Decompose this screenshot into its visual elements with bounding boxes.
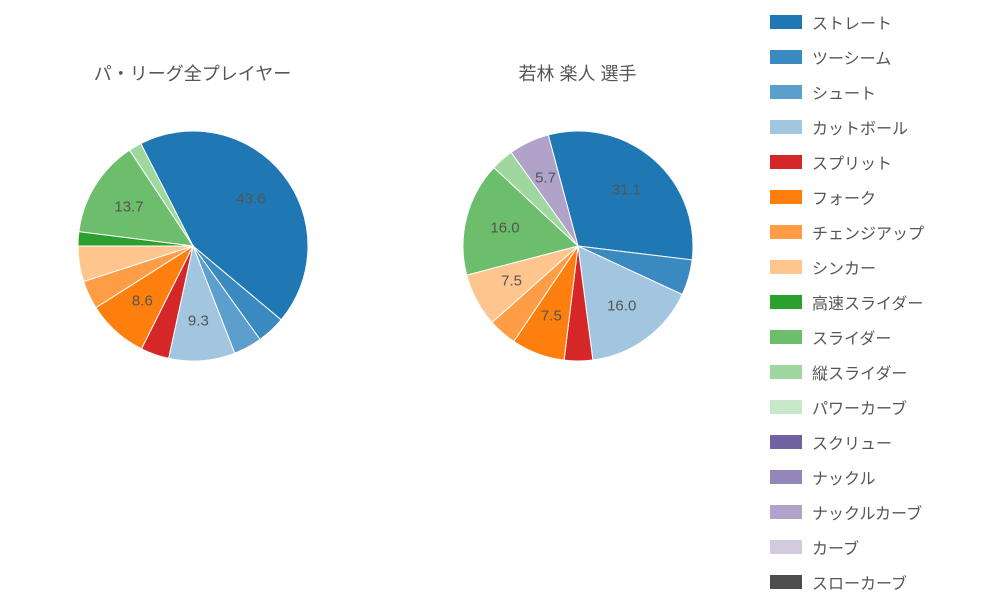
chart-block: パ・リーグ全プレイヤー 43.69.38.613.7 — [63, 60, 323, 376]
legend-label: スローカーブ — [812, 570, 907, 594]
legend-label: スクリュー — [812, 430, 892, 454]
pie-svg — [63, 116, 323, 376]
legend-swatch — [770, 85, 802, 99]
charts-area: パ・リーグ全プレイヤー 43.69.38.613.7 若林 楽人 選手 31.116.… — [0, 0, 770, 600]
legend-swatch — [770, 400, 802, 414]
chart-title: 若林 楽人 選手 — [518, 60, 636, 86]
legend-label: スプリット — [812, 150, 892, 174]
legend-swatch — [770, 50, 802, 64]
chart-container: パ・リーグ全プレイヤー 43.69.38.613.7 若林 楽人 選手 31.116.… — [0, 0, 1000, 600]
pie-chart: 31.116.07.57.516.05.7 — [448, 116, 708, 376]
legend-label: カットボール — [812, 115, 908, 139]
legend-swatch — [770, 575, 802, 589]
legend-item: スローカーブ — [770, 570, 990, 594]
legend: ストレートツーシームシュートカットボールスプリットフォークチェンジアップシンカー… — [770, 0, 1000, 600]
legend-item: ナックルカーブ — [770, 500, 990, 524]
legend-item: カーブ — [770, 535, 990, 559]
legend-item: フォーク — [770, 185, 990, 209]
legend-item: シュート — [770, 80, 990, 104]
legend-label: ストレート — [812, 10, 892, 34]
legend-item: ナックル — [770, 465, 990, 489]
legend-label: カーブ — [812, 535, 859, 559]
legend-label: チェンジアップ — [812, 220, 924, 244]
legend-swatch — [770, 365, 802, 379]
pie-chart: 43.69.38.613.7 — [63, 116, 323, 376]
legend-label: ナックル — [812, 465, 876, 489]
legend-item: パワーカーブ — [770, 395, 990, 419]
pie-svg — [448, 116, 708, 376]
legend-label: ツーシーム — [812, 45, 891, 69]
legend-item: 高速スライダー — [770, 290, 990, 314]
legend-label: シュート — [812, 80, 876, 104]
legend-item: 縦スライダー — [770, 360, 990, 384]
legend-label: スライダー — [812, 325, 891, 349]
legend-swatch — [770, 330, 802, 344]
legend-item: カットボール — [770, 115, 990, 139]
legend-swatch — [770, 540, 802, 554]
legend-label: 縦スライダー — [812, 360, 907, 384]
legend-label: ナックルカーブ — [812, 500, 922, 524]
legend-item: シンカー — [770, 255, 990, 279]
legend-swatch — [770, 435, 802, 449]
legend-label: 高速スライダー — [812, 290, 923, 314]
legend-label: パワーカーブ — [812, 395, 907, 419]
legend-label: フォーク — [812, 185, 876, 209]
legend-swatch — [770, 155, 802, 169]
legend-swatch — [770, 505, 802, 519]
legend-swatch — [770, 260, 802, 274]
legend-item: チェンジアップ — [770, 220, 990, 244]
legend-swatch — [770, 470, 802, 484]
chart-block: 若林 楽人 選手 31.116.07.57.516.05.7 — [448, 60, 708, 376]
legend-swatch — [770, 120, 802, 134]
legend-swatch — [770, 190, 802, 204]
legend-item: スライダー — [770, 325, 990, 349]
legend-item: ストレート — [770, 10, 990, 34]
legend-item: ツーシーム — [770, 45, 990, 69]
legend-swatch — [770, 225, 802, 239]
legend-swatch — [770, 15, 802, 29]
chart-title: パ・リーグ全プレイヤー — [94, 60, 291, 86]
legend-swatch — [770, 295, 802, 309]
legend-item: スクリュー — [770, 430, 990, 454]
legend-item: スプリット — [770, 150, 990, 174]
legend-label: シンカー — [812, 255, 876, 279]
